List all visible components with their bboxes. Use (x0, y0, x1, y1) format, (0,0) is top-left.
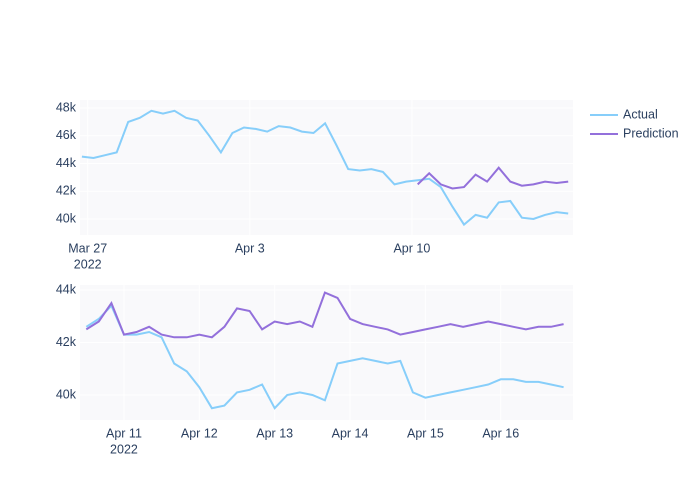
x-tick-label: Apr 10 (393, 241, 430, 255)
y-tick-label: 44k (56, 282, 77, 296)
x-tick-year: 2022 (110, 442, 138, 456)
legend-label[interactable]: Actual (623, 107, 658, 121)
series-line (85, 303, 564, 410)
series-line (81, 109, 569, 227)
y-tick-label: 42k (56, 335, 77, 349)
series-line (85, 291, 564, 339)
y-tick-label: 40k (56, 387, 77, 401)
series-line (417, 166, 569, 190)
x-tick-label: Apr 14 (332, 426, 369, 440)
x-tick-label: Apr 16 (482, 426, 519, 440)
y-tick-label: 40k (56, 211, 77, 225)
x-tick-label: Apr 11 (106, 426, 142, 440)
y-tick-label: 46k (56, 128, 77, 142)
x-tick-label: Apr 12 (181, 426, 218, 440)
legend-label[interactable]: Prediction (623, 126, 679, 140)
x-tick-year: 2022 (74, 257, 102, 271)
y-tick-label: 44k (56, 156, 77, 170)
x-tick-label: Mar 27 (68, 241, 107, 255)
plot-area (80, 285, 573, 420)
y-tick-label: 48k (56, 100, 77, 114)
x-tick-label: Apr 3 (235, 241, 265, 255)
x-tick-label: Apr 13 (256, 426, 293, 440)
y-tick-label: 42k (56, 184, 77, 198)
x-tick-label: Apr 15 (407, 426, 444, 440)
